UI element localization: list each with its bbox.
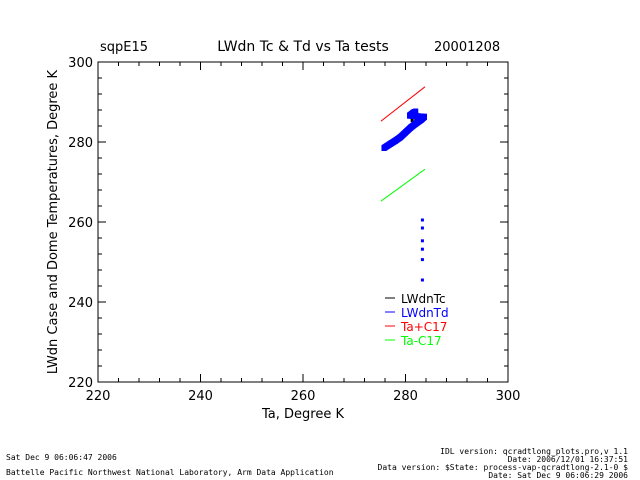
data-point — [420, 247, 424, 251]
y-tick-label: 220 — [68, 376, 93, 391]
series-lwdntd — [381, 108, 427, 282]
chart-title: LWdn Tc & Td vs Ta tests — [217, 39, 389, 55]
x-tick-label: 300 — [496, 389, 521, 404]
x-tick-label: 280 — [393, 389, 418, 404]
legend-label: LWdnTd — [401, 306, 449, 320]
y-tick-label: 260 — [68, 216, 93, 231]
data-date: Date: Sat Dec 9 06:06:29 2006 — [488, 471, 628, 480]
x-tick-label: 240 — [188, 389, 213, 404]
run-date: Sat Dec 9 06:06:47 2006 — [6, 453, 117, 462]
legend-label: Ta+C17 — [400, 320, 447, 334]
idl-version: IDL version: qcradtlong_plots.pro,v 1.1 — [440, 447, 628, 456]
legend-label: LWdnTc — [401, 292, 446, 306]
data-point — [420, 226, 424, 230]
date-label: 20001208 — [434, 40, 500, 55]
axis-ticks — [97, 61, 509, 383]
plot-frame — [97, 61, 509, 383]
series-line — [380, 86, 426, 122]
y-tick-label: 300 — [68, 56, 93, 71]
series-line — [380, 168, 426, 202]
file-date: Date: 2006/12/01 16:37:51 — [507, 455, 628, 464]
data-point — [420, 278, 424, 282]
y-tick-label: 240 — [68, 296, 93, 311]
series-ta-c17 — [380, 168, 426, 202]
x-tick-label: 220 — [86, 389, 111, 404]
x-tick-labels: 220 240 260 280 300 — [86, 389, 521, 404]
y-tick-labels: 220 240 260 280 300 — [68, 56, 93, 391]
data-point — [413, 108, 419, 115]
data-point — [420, 218, 424, 222]
data-point — [420, 239, 424, 243]
data-point — [410, 118, 414, 122]
x-axis-label: Ta, Degree K — [261, 407, 344, 422]
series-layer — [380, 86, 427, 282]
y-tick-label: 280 — [68, 136, 93, 151]
legend-label: Ta-C17 — [400, 334, 442, 348]
data-point — [420, 258, 424, 262]
site-label: sqpE15 — [100, 40, 148, 55]
data-version: Data version: $State: process-vap-qcradt… — [377, 463, 628, 472]
series-ta-c17 — [380, 86, 426, 122]
x-tick-label: 260 — [291, 389, 316, 404]
y-axis-label: LWdn Case and Dome Temperatures, Degree … — [46, 69, 61, 374]
lab-credit: Battelle Pacific Northwest National Labo… — [6, 468, 334, 477]
